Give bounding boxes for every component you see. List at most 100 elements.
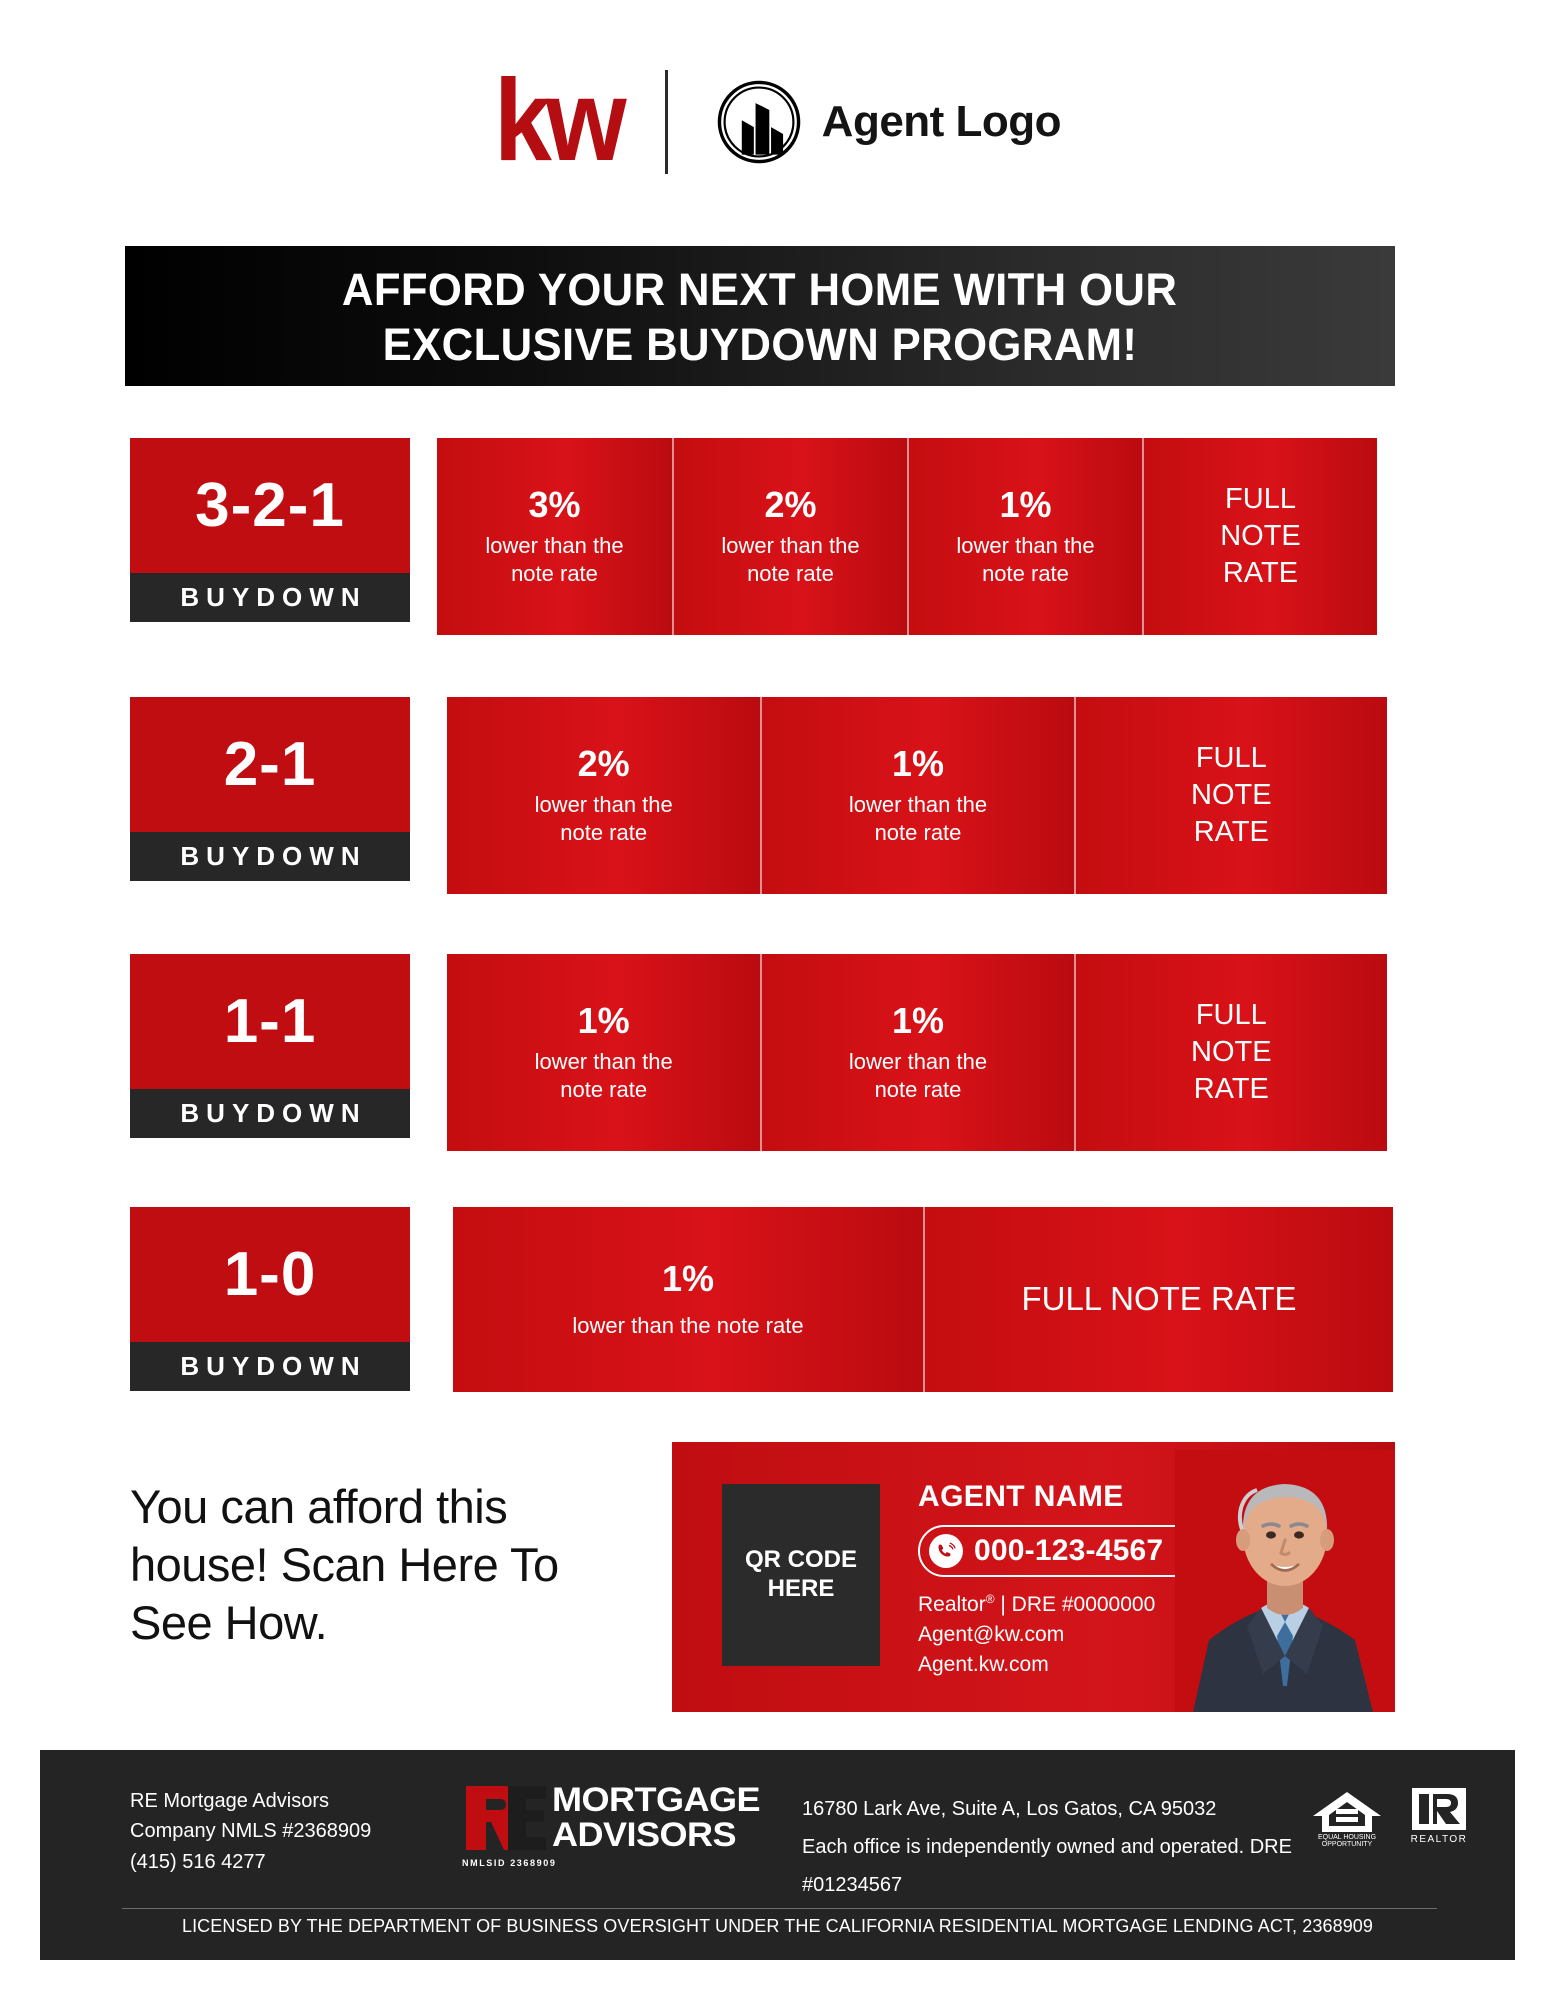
full-note-rate-label: FULL NOTE RATE xyxy=(1191,741,1272,849)
rate-cell: 1% lower than the note rate xyxy=(453,1207,923,1392)
rate-sub: lower than the note rate xyxy=(534,1049,673,1103)
rate-cell: 1% lower than the note rate xyxy=(447,954,761,1151)
agent-card: QR CODE HERE AGENT NAME 000-123-4567 Rea… xyxy=(672,1442,1395,1712)
agent-license-post: | DRE #0000000 xyxy=(994,1593,1156,1616)
rate-cell: 3% lower than the note rate xyxy=(437,438,672,635)
registered-mark: ® xyxy=(985,1592,995,1606)
full-note-rate-label: FULL NOTE RATE xyxy=(1220,482,1301,590)
badge-number: 3-2-1 xyxy=(130,438,410,573)
buydown-badge: 2-1 BUYDOWN xyxy=(130,697,410,881)
buydown-rows: 3-2-1 BUYDOWN 3% lower than the note rat… xyxy=(0,438,1555,1392)
footer-main: RE Mortgage Advisors Company NMLS #23689… xyxy=(40,1750,1515,1902)
footer-address-block: 16780 Lark Ave, Suite A, Los Gatos, CA 9… xyxy=(790,1780,1309,1904)
footer-company-phone: (415) 516 4277 xyxy=(130,1850,266,1873)
badge-word: BUYDOWN xyxy=(130,573,410,622)
rate-sub: lower than the note rate xyxy=(848,1049,988,1103)
buydown-row-321: 3-2-1 BUYDOWN 3% lower than the note rat… xyxy=(0,438,1555,635)
eho-line-2: OPPORTUNITY xyxy=(1322,1841,1373,1848)
logo-header: kw Agent Logo xyxy=(0,62,1555,182)
rate-cells: 1% lower than the note rate FULL NOTE RA… xyxy=(453,1207,1393,1392)
eho-line-1: EQUAL HOUSING xyxy=(1318,1834,1376,1841)
full-note-rate-cell: FULL NOTE RATE xyxy=(1073,697,1387,894)
rate-percent: 1% xyxy=(891,999,944,1041)
kw-logo: kw xyxy=(493,56,627,187)
badge-word: BUYDOWN xyxy=(130,1342,410,1391)
realtor-icon: REALTOR xyxy=(1401,1786,1477,1853)
qr-line-2: HERE xyxy=(767,1575,835,1602)
footer-legal-text: LICENSED BY THE DEPARTMENT OF BUSINESS O… xyxy=(181,1916,1374,1936)
rate-percent: 2% xyxy=(764,483,817,525)
rate-percent: 1% xyxy=(891,742,944,784)
full-note-rate-label: FULL NOTE RATE xyxy=(1021,1280,1297,1318)
agent-name: AGENT NAME xyxy=(918,1480,1124,1513)
rate-sub: lower than the note rate xyxy=(572,1313,804,1339)
agent-phone-number: 000-123-4567 xyxy=(974,1534,1164,1567)
buydown-row-11: 1-1 BUYDOWN 1% lower than the note rate … xyxy=(0,954,1555,1151)
agent-info: AGENT NAME 000-123-4567 Realtor® | DRE #… xyxy=(918,1480,1395,1712)
rate-cells: 2% lower than the note rate 1% lower tha… xyxy=(447,697,1387,894)
footer-disclaimer: Each office is independently owned and o… xyxy=(802,1836,1292,1896)
qr-line-1: QR CODE xyxy=(744,1546,857,1574)
re-logo-nmls: NMLSID 2368909 xyxy=(462,1858,557,1868)
full-note-rate-cell: FULL NOTE RATE xyxy=(923,1207,1393,1392)
full-note-rate-label: FULL NOTE RATE xyxy=(1191,998,1272,1106)
footer: RE Mortgage Advisors Company NMLS #23689… xyxy=(40,1750,1515,1960)
qr-code-placeholder[interactable]: QR CODE HERE xyxy=(722,1484,880,1666)
footer-company-nmls: Company NMLS #2368909 xyxy=(130,1820,372,1843)
rate-cell: 1% lower than the note rate xyxy=(760,697,1074,894)
cta-text: You can afford this house! Scan Here To … xyxy=(130,1480,559,1649)
full-note-rate-cell: FULL NOTE RATE xyxy=(1073,954,1387,1151)
re-logo-wordmark: MORTGAGE ADVISORS xyxy=(552,1781,761,1854)
realtor-wordmark: REALTOR xyxy=(1411,1834,1468,1845)
full-note-rate-cell: FULL NOTE RATE xyxy=(1142,438,1377,635)
badge-word: BUYDOWN xyxy=(130,832,410,881)
rate-percent: 1% xyxy=(999,483,1052,525)
agent-logo-label: Agent Logo xyxy=(821,97,1062,146)
re-mortgage-advisors-logo: NMLSID 2368909 MORTGAGE ADVISORS xyxy=(460,1780,790,1868)
badge-number: 1-1 xyxy=(130,954,410,1089)
rate-percent: 3% xyxy=(528,483,581,525)
rate-percent: 1% xyxy=(577,999,630,1041)
re-logo-word-2: ADVISORS xyxy=(552,1816,737,1854)
rate-percent: 1% xyxy=(661,1257,715,1299)
agent-email[interactable]: Agent@kw.com xyxy=(918,1622,1065,1646)
footer-company-block: RE Mortgage Advisors Company NMLS #23689… xyxy=(130,1780,460,1877)
rate-cells: 3% lower than the note rate 2% lower tha… xyxy=(437,438,1377,635)
phone-icon xyxy=(929,1534,963,1568)
rate-cells: 1% lower than the note rate 1% lower tha… xyxy=(447,954,1387,1151)
footer-company-name: RE Mortgage Advisors xyxy=(130,1790,329,1812)
buydown-badge: 1-0 BUYDOWN xyxy=(130,1207,410,1391)
agent-license-pre: Realtor xyxy=(918,1593,986,1616)
agent-website[interactable]: Agent.kw.com xyxy=(918,1652,1049,1676)
rate-sub: lower than the note rate xyxy=(485,533,624,587)
re-monogram-icon: NMLSID 2368909 xyxy=(460,1782,555,1868)
agent-phone-pill[interactable]: 000-123-4567 xyxy=(918,1525,1208,1577)
badge-word: BUYDOWN xyxy=(130,1089,410,1138)
rate-sub: lower than the note rate xyxy=(956,533,1095,587)
headline-line-2: EXCLUSIVE BUYDOWN PROGRAM! xyxy=(382,319,1138,370)
buydown-badge: 1-1 BUYDOWN xyxy=(130,954,410,1138)
badge-number: 1-0 xyxy=(130,1207,410,1342)
logo-divider xyxy=(664,70,668,174)
buydown-row-10: 1-0 BUYDOWN 1% lower than the note rate … xyxy=(0,1207,1555,1392)
rate-percent: 2% xyxy=(577,742,630,784)
rate-sub: lower than the note rate xyxy=(534,792,673,846)
rate-cell: 2% lower than the note rate xyxy=(672,438,907,635)
buydown-row-21: 2-1 BUYDOWN 2% lower than the note rate … xyxy=(0,697,1555,894)
rate-cell: 2% lower than the note rate xyxy=(447,697,761,894)
equal-housing-opportunity-icon: EQUAL HOUSING OPPORTUNITY xyxy=(1309,1786,1385,1853)
headline-banner: AFFORD YOUR NEXT HOME WITH OUR EXCLUSIVE… xyxy=(125,246,1395,386)
rate-cell: 1% lower than the note rate xyxy=(907,438,1142,635)
buydown-badge: 3-2-1 BUYDOWN xyxy=(130,438,410,622)
rate-cell: 1% lower than the note rate xyxy=(760,954,1074,1151)
re-logo-word-1: MORTGAGE xyxy=(552,1781,761,1820)
agent-building-icon xyxy=(716,79,802,165)
rate-sub: lower than the note rate xyxy=(721,533,860,587)
rate-sub: lower than the note rate xyxy=(848,792,988,846)
agent-photo xyxy=(1175,1450,1395,1712)
agent-license: Realtor® | DRE #0000000 xyxy=(918,1590,1395,1620)
footer-address: 16780 Lark Ave, Suite A, Los Gatos, CA 9… xyxy=(802,1798,1217,1820)
headline-line-1: AFFORD YOUR NEXT HOME WITH OUR xyxy=(342,264,1178,316)
badge-number: 2-1 xyxy=(130,697,410,832)
